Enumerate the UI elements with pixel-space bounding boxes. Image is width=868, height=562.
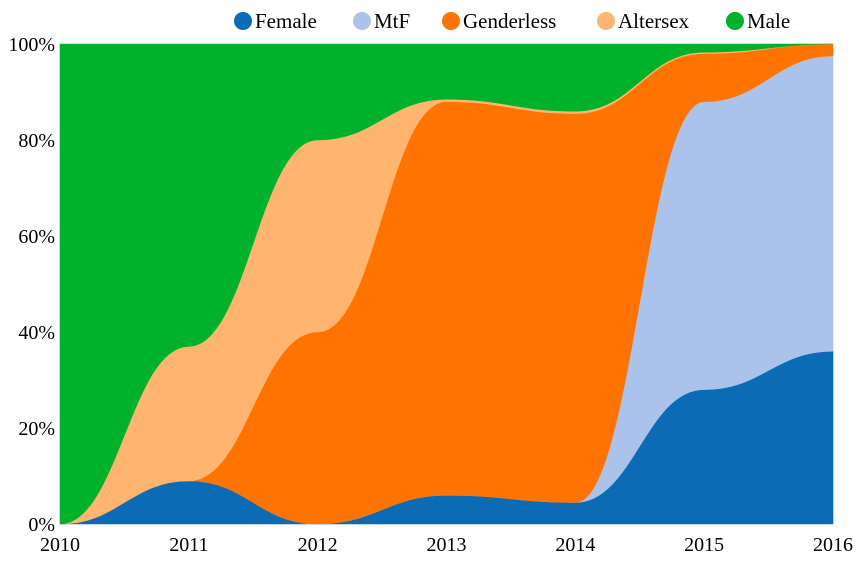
- legend: Female MtF Genderless Altersex Male: [234, 9, 790, 33]
- legend-swatch: [442, 12, 460, 30]
- x-tick-label: 2014: [555, 534, 595, 556]
- y-axis-ticks: 0% 20% 40% 60% 80% 100%: [8, 34, 55, 536]
- y-tick-label: 60%: [18, 226, 55, 248]
- legend-label: Genderless: [463, 9, 556, 33]
- legend-item-male: Male: [726, 9, 790, 33]
- y-tick-label: 0%: [28, 514, 55, 536]
- y-tick-label: 40%: [18, 322, 55, 344]
- legend-swatch: [726, 12, 744, 30]
- x-tick-label: 2016: [813, 534, 853, 556]
- legend-item-altersex: Altersex: [597, 9, 690, 33]
- area-layers: [59, 43, 834, 525]
- legend-item-mtf: MtF: [353, 9, 410, 33]
- legend-swatch: [597, 12, 615, 30]
- legend-swatch: [234, 12, 252, 30]
- legend-label: Male: [747, 9, 790, 33]
- legend-swatch: [353, 12, 371, 30]
- y-tick-label: 100%: [8, 34, 55, 56]
- legend-label: MtF: [374, 9, 410, 33]
- x-tick-label: 2012: [298, 534, 338, 556]
- y-tick-label: 20%: [18, 418, 55, 440]
- x-tick-label: 2011: [169, 534, 208, 556]
- x-tick-label: 2013: [427, 534, 467, 556]
- area-male: [59, 43, 834, 525]
- legend-label: Female: [255, 9, 317, 33]
- x-axis-ticks: 2010 2011 2012 2013 2014 2015 2016: [40, 534, 853, 556]
- y-tick-label: 80%: [18, 130, 55, 152]
- x-tick-label: 2015: [684, 534, 724, 556]
- legend-item-female: Female: [234, 9, 317, 33]
- x-tick-label: 2010: [40, 534, 80, 556]
- legend-item-genderless: Genderless: [442, 9, 556, 33]
- legend-label: Altersex: [618, 9, 690, 33]
